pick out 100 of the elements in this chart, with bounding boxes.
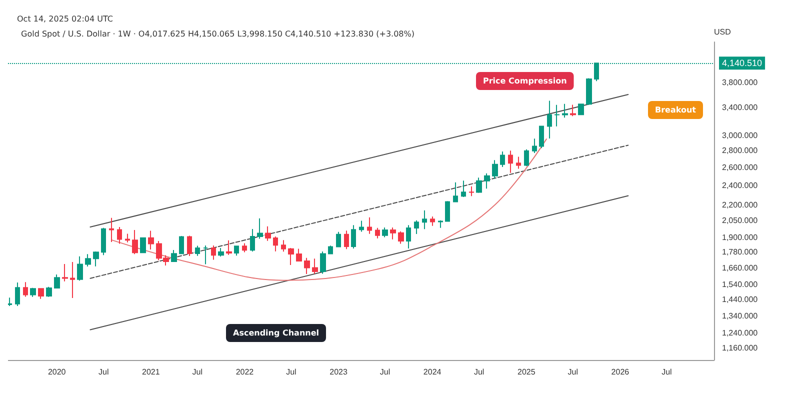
candlestick — [125, 233, 130, 243]
candlestick — [140, 237, 146, 254]
candlestick — [547, 100, 552, 140]
y-tick-label: 1,440.000 — [722, 295, 758, 304]
candlestick — [390, 227, 396, 240]
candlestick — [38, 288, 44, 300]
candlestick — [304, 257, 310, 274]
y-tick-label: 2,800.000 — [722, 146, 758, 156]
candlestick — [273, 236, 278, 252]
candlestick — [257, 218, 263, 240]
x-tick-label: Jul — [568, 368, 578, 376]
candlestick — [586, 78, 592, 106]
candlestick — [195, 245, 200, 256]
candlestick — [312, 258, 318, 274]
candlestick — [226, 240, 232, 256]
candlestick — [8, 297, 12, 306]
y-tick-label: 1,240.000 — [722, 328, 758, 338]
candlestick — [30, 287, 36, 298]
candlestick — [234, 245, 239, 256]
y-tick-label: 3,400.000 — [722, 102, 758, 112]
line-series — [111, 138, 547, 281]
y-tick-label: 1,660.000 — [722, 263, 758, 272]
candlestick — [453, 182, 458, 202]
x-tick-label: Jul — [192, 368, 203, 376]
candlestick — [422, 210, 427, 230]
candlestick — [288, 247, 294, 266]
x-tick-label: 2022 — [236, 368, 254, 376]
candlestick — [539, 125, 544, 149]
x-tick-label: Jul — [474, 368, 484, 376]
y-tick-label: 1,540.000 — [722, 280, 758, 290]
candlestick — [430, 216, 435, 226]
y-tick-label: 3,800.000 — [722, 78, 758, 87]
candlestick — [375, 227, 380, 239]
candlestick — [250, 228, 255, 252]
candlestick — [351, 224, 356, 249]
y-tick-label: 3,000.000 — [722, 130, 758, 140]
y-tick-label: 1,340.000 — [722, 311, 758, 320]
candlestick — [179, 236, 184, 254]
candlestick — [438, 220, 443, 228]
x-tick-label: 2021 — [142, 368, 160, 376]
chart-subtitle: Oct 14, 2025 02:04 UTC — [17, 14, 114, 24]
x-tick-label: Jul — [662, 368, 672, 376]
x-tick-label: Jul — [286, 368, 297, 376]
candlestick — [15, 282, 20, 306]
candlestick — [46, 286, 52, 298]
x-tick-label: 2024 — [423, 368, 442, 376]
candlestick — [296, 248, 302, 262]
candlestick — [524, 148, 529, 167]
chart-title: Gold Spot / U.S. Dollar · 1W · O4,017.625 H4,150.065 L3,998.150 C4,140.510 +123.830 (+3.08%) — [21, 30, 414, 38]
candlestick — [265, 226, 271, 242]
candlestick — [359, 220, 364, 232]
candlestick — [320, 250, 326, 274]
y-tick-label: 2,050.000 — [722, 216, 758, 226]
candlestick — [476, 177, 482, 194]
ref-line-label: 4,140.510 — [722, 58, 762, 68]
candlestick — [211, 245, 216, 260]
x-tick-label: Jul — [98, 368, 109, 376]
candlestick — [203, 245, 208, 265]
candlestick — [281, 240, 286, 252]
candlestick — [54, 274, 60, 289]
candlestick — [414, 220, 419, 234]
candlestick — [242, 242, 247, 253]
candlestick — [532, 138, 537, 154]
candlestick — [562, 103, 568, 118]
candlestick — [109, 217, 114, 242]
x-tick-label: 2025 — [517, 368, 536, 376]
candlestick — [23, 282, 28, 298]
candlestick — [382, 227, 388, 238]
y-tick-label: 2,600.000 — [722, 162, 758, 172]
candlestick — [398, 230, 404, 244]
candlestick — [77, 256, 83, 282]
y-tick-label: 1,900.000 — [722, 233, 758, 242]
candlestick — [117, 226, 122, 244]
candlestick — [445, 200, 450, 222]
candlestick — [516, 156, 521, 170]
y-tick-label: 2,400.000 — [722, 180, 758, 190]
candlestick — [406, 224, 411, 249]
x-tick-label: 2020 — [48, 368, 66, 376]
candlestick — [101, 227, 106, 256]
candlestick — [461, 180, 466, 198]
candlestick — [578, 103, 584, 116]
candlestick — [148, 230, 154, 250]
y-tick-label: 1,780.000 — [722, 248, 758, 257]
candlestick — [85, 254, 91, 267]
candlestick — [484, 172, 490, 190]
candlestick — [336, 231, 341, 248]
candlestick — [500, 151, 505, 168]
x-tick-label: 2026 — [611, 368, 630, 376]
candlestick — [344, 230, 349, 250]
candlestick — [187, 235, 192, 257]
y-tick-label: 1,160.000 — [722, 344, 758, 353]
candlestick — [508, 150, 513, 174]
candlestick — [171, 249, 177, 262]
candlestick — [93, 250, 99, 267]
candlestick — [570, 104, 576, 117]
annotation: Price Compression — [483, 76, 568, 86]
y-tick-label: 2,200.000 — [722, 200, 758, 210]
annotation: Breakout — [655, 106, 696, 114]
candlestick — [492, 160, 498, 180]
candlestick — [469, 186, 474, 197]
